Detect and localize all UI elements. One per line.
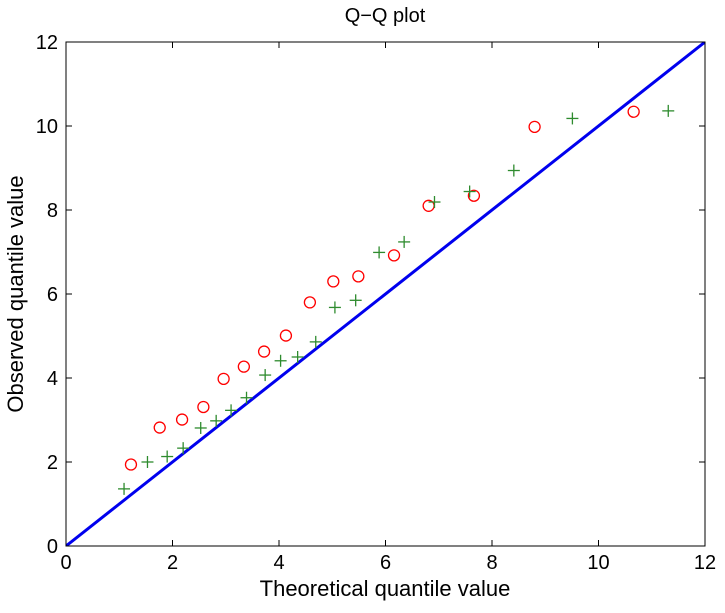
data-point-circle xyxy=(387,249,401,262)
data-point-plus xyxy=(309,335,322,348)
data-point-plus xyxy=(210,414,223,427)
x-tick-label: 10 xyxy=(587,552,609,574)
reference-line xyxy=(66,42,705,546)
data-point-circle xyxy=(352,270,365,283)
y-tick-label: 0 xyxy=(47,536,58,558)
data-point-plus xyxy=(291,351,304,363)
data-point-plus xyxy=(507,164,520,177)
data-point-plus xyxy=(398,235,411,248)
plot-area xyxy=(66,42,705,546)
data-point-circle xyxy=(124,458,138,471)
y-axis-label: Observed quantile value xyxy=(3,175,28,412)
data-point-plus xyxy=(118,482,131,495)
y-tick-label: 8 xyxy=(47,200,58,222)
data-point-circle xyxy=(237,360,251,373)
y-tick-label: 6 xyxy=(47,284,58,306)
x-tick-label: 2 xyxy=(167,552,178,574)
axes: 0 2 4 6 8 10 12 0 2 4 6 8 10 12 xyxy=(36,32,716,574)
x-tick-label: 0 xyxy=(60,552,71,574)
x-tick-label: 8 xyxy=(486,552,497,574)
data-point-circle xyxy=(467,189,481,202)
data-point-circle xyxy=(153,421,166,434)
data-point-circle xyxy=(303,296,317,309)
data-point-plus xyxy=(240,391,253,404)
y-tick-label: 10 xyxy=(36,116,58,138)
x-axis-label: Theoretical quantile value xyxy=(260,576,511,601)
y-tick-label: 4 xyxy=(47,368,58,390)
data-point-circle xyxy=(197,400,210,414)
data-point-plus xyxy=(463,185,476,198)
x-tick-label: 4 xyxy=(273,552,284,574)
data-point-plus xyxy=(349,294,362,307)
data-point-circle xyxy=(257,345,271,358)
chart-title: Q−Q plot xyxy=(345,5,426,27)
data-point-plus xyxy=(662,104,675,117)
y-tick-label: 12 xyxy=(36,32,58,54)
data-point-circle xyxy=(327,275,340,288)
data-point-plus xyxy=(274,354,287,367)
data-point-circle xyxy=(279,329,293,342)
data-point-circle xyxy=(528,120,541,133)
data-point-plus xyxy=(259,369,272,382)
data-point-plus xyxy=(373,246,386,259)
data-point-plus xyxy=(428,196,441,209)
data-point-plus xyxy=(177,442,190,455)
data-point-plus xyxy=(328,301,341,314)
y-tick-label: 2 xyxy=(47,452,58,474)
data-point-plus xyxy=(225,404,238,417)
data-point-circle xyxy=(627,105,640,118)
x-tick-label: 12 xyxy=(694,552,716,574)
data-point-plus xyxy=(566,112,579,125)
data-point-plus xyxy=(141,456,154,468)
data-point-plus xyxy=(194,421,207,434)
data-point-circle xyxy=(175,413,189,426)
data-point-plus xyxy=(161,450,174,463)
x-tick-label: 6 xyxy=(380,552,391,574)
data-point-circle xyxy=(217,372,230,385)
